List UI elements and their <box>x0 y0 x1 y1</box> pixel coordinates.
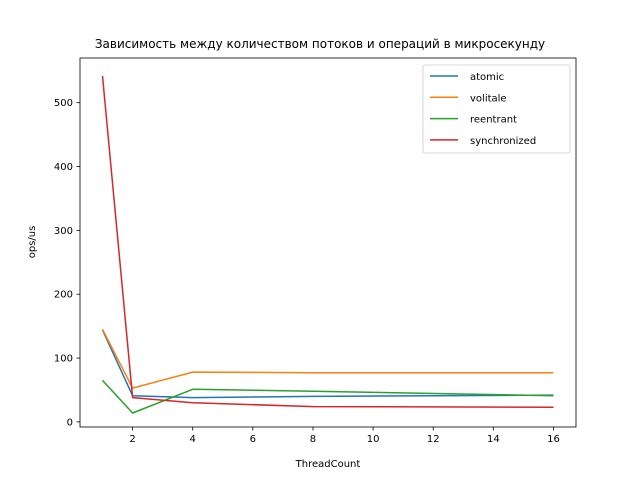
y-tick-label: 0 <box>67 417 73 428</box>
series-line-synchronized <box>101 75 554 408</box>
x-tick-label: 14 <box>487 434 500 445</box>
legend-label-atomic: atomic <box>470 72 504 83</box>
legend: atomic volitale reentrant synchronized <box>422 64 571 154</box>
series-line-reentrant <box>101 379 554 414</box>
y-tick-label: 200 <box>54 290 73 301</box>
x-tick-label: 6 <box>250 434 256 445</box>
x-axis: 2 4 6 8 10 12 14 16 <box>129 427 560 445</box>
legend-label-volitale: volitale <box>470 93 507 104</box>
legend-label-synchronized: synchronized <box>470 136 536 147</box>
series-line-volitale <box>101 328 554 389</box>
x-tick-label: 8 <box>310 434 316 445</box>
y-tick-label: 500 <box>54 98 73 109</box>
plot-area <box>101 75 554 414</box>
series-line-atomic <box>101 329 554 399</box>
legend-label-reentrant: reentrant <box>470 115 517 126</box>
y-axis: 0 100 200 300 400 500 <box>54 98 80 428</box>
axes-frame <box>79 57 577 428</box>
y-tick-label: 400 <box>54 162 73 173</box>
x-tick-label: 4 <box>190 434 196 445</box>
y-tick-label: 300 <box>54 226 73 237</box>
y-axis-label: ops/us <box>27 226 38 259</box>
x-tick-label: 12 <box>427 434 440 445</box>
legend-box <box>422 64 571 154</box>
x-axis-label: ThreadCount <box>295 459 361 470</box>
x-tick-label: 2 <box>129 434 135 445</box>
y-tick-label: 100 <box>54 354 73 365</box>
chart-title: Зависимость между количеством потоков и … <box>95 37 545 51</box>
x-tick-label: 16 <box>547 434 560 445</box>
x-tick-label: 10 <box>367 434 380 445</box>
